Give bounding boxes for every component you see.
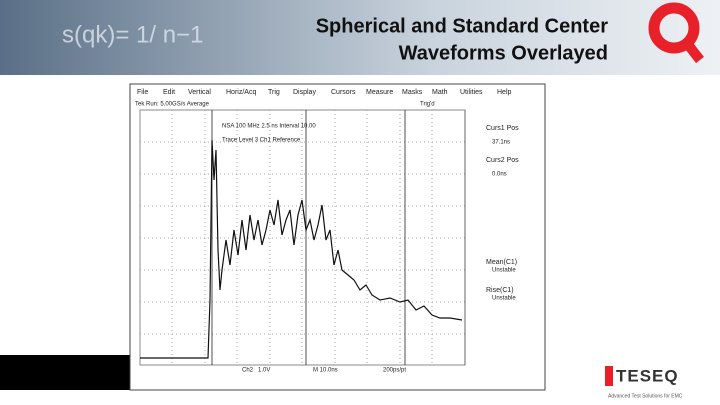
menu-item: Display: [293, 89, 316, 96]
menu-item: Utilities: [460, 89, 483, 96]
menu-item: Measure: [366, 89, 393, 96]
logo-ring: [648, 2, 700, 54]
readout: Trace Level 3 Ch1 Reference: [222, 138, 301, 144]
panel-text: 0.0ns: [492, 172, 507, 178]
banner: [0, 0, 720, 75]
footer-text: Ch2: [242, 368, 254, 374]
menu-item: Edit: [163, 89, 175, 96]
menu-bar: File Edit Vertical Horiz/Acq Trig Display Curs…: [137, 89, 512, 96]
footer-text: 200ps/pt: [383, 368, 406, 374]
menu-item: Horiz/Acq: [226, 89, 256, 96]
grid: [140, 110, 465, 365]
banner-formula: s(qk)= 1/ n−1: [62, 21, 203, 48]
panel-text: Unstable: [492, 296, 516, 302]
panel-text: Mean(C1): [486, 259, 517, 266]
menu-item: Cursors: [331, 89, 356, 96]
side-panel: Curs1 Pos 37.1ns Curs2 Pos 0.0ns Mean(C1) Uns…: [486, 125, 519, 302]
menu-item: Math: [432, 89, 448, 96]
menu-item: Vertical: [188, 89, 211, 96]
logo-tail: [682, 38, 704, 64]
waveform: [140, 139, 463, 359]
panel-text: 37.1ns: [492, 140, 510, 146]
footer-text: M 10.0ns: [313, 368, 338, 374]
panel-text: Unstable: [492, 268, 516, 274]
logo-mark: [605, 366, 613, 386]
panel-text: Curs2 Pos: [486, 157, 519, 164]
title: Waveforms Overlayed: [399, 42, 608, 64]
readout: NSA 100 MHz 2.5 ns Interval 10.00: [222, 124, 316, 130]
menu-item: File: [137, 89, 148, 96]
status: Trig'd: [420, 102, 435, 108]
menu-item: Masks: [402, 89, 423, 96]
menu-item: Trig: [268, 89, 280, 96]
panel-text: Rise(C1): [486, 287, 514, 294]
title: Spherical and Standard Center: [316, 15, 609, 37]
scope-footer: Ch2 1.0V M 10.0ns 200ps/pt: [242, 368, 406, 374]
panel-text: Curs1 Pos: [486, 125, 519, 132]
tagline: Advanced Test Solutions for EMC: [608, 393, 683, 399]
logo-box: [600, 360, 720, 405]
status: Tek Run: 5.00GS/s Average: [135, 102, 210, 108]
menu-item: Help: [497, 89, 512, 96]
brand: TESEQ: [616, 366, 679, 385]
footer-text: 1.0V: [258, 368, 270, 374]
scope-screen: [129, 83, 546, 391]
